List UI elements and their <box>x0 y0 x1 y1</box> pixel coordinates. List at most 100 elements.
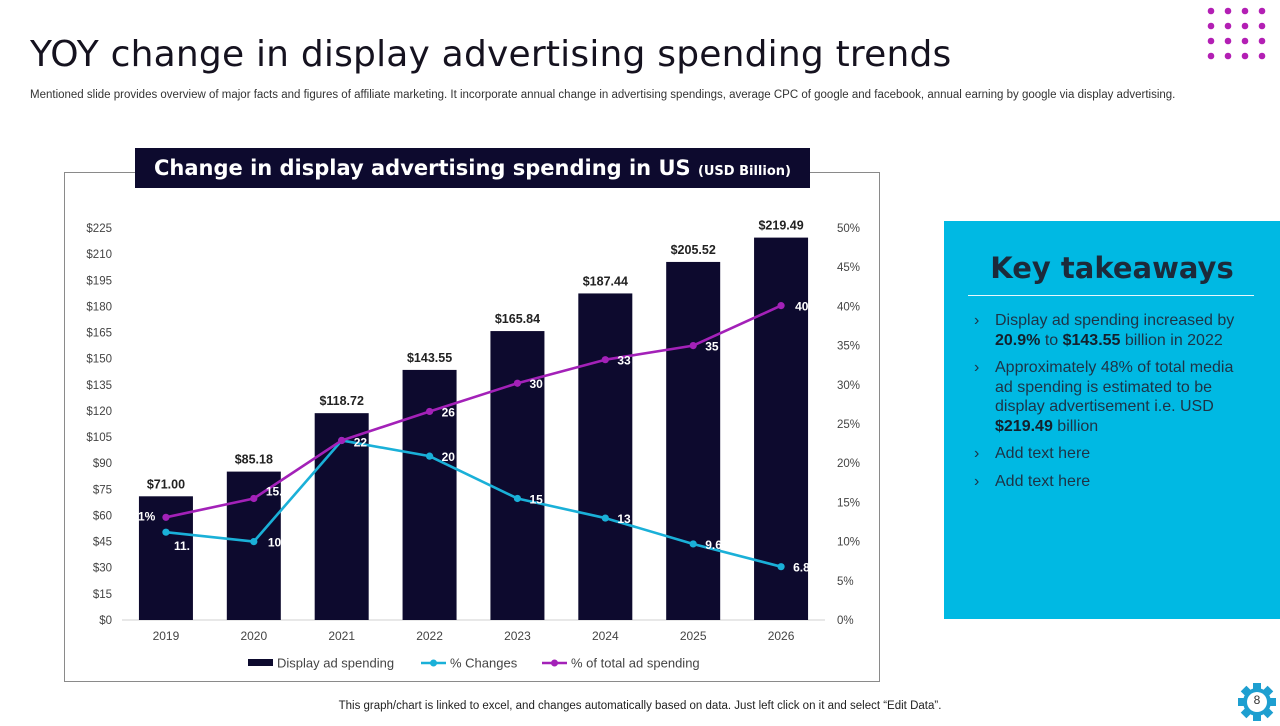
y2-tick-label: 10% <box>837 537 860 549</box>
decorative-dot <box>1241 22 1249 30</box>
legend-marker <box>551 659 558 667</box>
x-tick-label: 2023 <box>504 629 531 643</box>
slide-footer-note: This graph/chart is linked to excel, and… <box>338 700 942 712</box>
chart-title-text: Change in display advertising spending i… <box>154 156 691 180</box>
y-tick-label: $225 <box>86 223 112 235</box>
x-tick-label: 2022 <box>416 629 443 643</box>
line-data-label: 40 <box>795 300 809 314</box>
series-line[interactable] <box>165 439 782 568</box>
y2-tick-label: 50% <box>837 223 860 235</box>
decorative-dot <box>1207 7 1215 15</box>
y-tick-label: $150 <box>86 354 112 366</box>
y-tick-label: $30 <box>93 563 112 575</box>
line-data-label: 10 <box>268 536 282 550</box>
y-tick-label: $135 <box>86 380 112 392</box>
decorative-dot <box>1258 52 1266 60</box>
x-tick-label: 2026 <box>768 629 795 643</box>
legend-marker <box>430 659 437 667</box>
bar-data-label: $165.84 <box>495 312 540 326</box>
chevron-right-icon: › <box>974 445 980 462</box>
legend-label: % Changes <box>450 656 518 671</box>
line-point <box>425 407 434 416</box>
takeaway-text: to <box>1040 331 1063 349</box>
bar[interactable] <box>666 261 721 620</box>
bar[interactable] <box>578 293 633 620</box>
bar[interactable] <box>314 413 369 620</box>
line-data-label: 26 <box>442 405 456 419</box>
y2-tick-label: 35% <box>837 341 860 353</box>
takeaway-highlight: $143.55 <box>1062 331 1121 349</box>
y2-tick-label: 40% <box>837 301 860 313</box>
y-tick-label: $195 <box>86 275 112 287</box>
y-tick-label: $210 <box>86 249 112 261</box>
line-data-label: 11. <box>174 539 190 553</box>
y-tick-label: $0 <box>99 615 112 627</box>
takeaway-text: Display ad spending increased by <box>995 312 1235 329</box>
x-tick-label: 2021 <box>328 629 355 643</box>
chart-title: Change in display advertising spending i… <box>135 148 810 188</box>
y-tick-label: $15 <box>93 589 112 601</box>
bar-data-label: $71.00 <box>147 477 185 491</box>
y-tick-label: $165 <box>86 328 112 340</box>
line-data-label: 15 <box>529 492 543 506</box>
line-data-label: 6.8 <box>793 561 810 575</box>
y-tick-label: $105 <box>86 432 112 444</box>
bar[interactable] <box>490 331 545 620</box>
y2-tick-label: 0% <box>837 615 854 627</box>
line-point <box>162 513 170 521</box>
line-data-label: 22 <box>354 435 368 449</box>
spending-chart[interactable]: $0 $15 $30 $45 $60 $75 $90 $105 $120 $135 $150 $165… <box>65 173 881 683</box>
line-point <box>513 379 522 387</box>
decorative-dot <box>1207 52 1215 60</box>
y-tick-label: $120 <box>86 406 112 418</box>
line-data-label: 13 <box>617 512 631 526</box>
chart-frame: $0 $15 $30 $45 $60 $75 $90 $105 $120 $135 $150 $165… <box>64 172 880 682</box>
gear-icon <box>1238 683 1276 721</box>
line-point <box>777 563 785 571</box>
line-point <box>689 540 697 548</box>
decorative-dots-icon <box>1207 7 1266 60</box>
series-line[interactable] <box>165 304 782 519</box>
decorative-dot <box>1207 22 1215 30</box>
line-data-label: 9.6 <box>705 538 722 552</box>
slide-subtitle: Mentioned slide provides overview of maj… <box>30 89 1176 101</box>
page-number: 8 <box>1253 693 1261 707</box>
line-point <box>601 514 609 522</box>
takeaways-list: › Display ad spending increased by 20.9% … <box>974 311 1244 499</box>
bar[interactable] <box>754 237 809 620</box>
chevron-right-icon: › <box>974 472 980 490</box>
y2-tick-label: 30% <box>837 380 860 392</box>
takeaway-item: › Approximately 48% of total media ad spe… <box>974 358 1244 436</box>
legend-label: % of total ad spending <box>571 656 700 671</box>
decorative-dot <box>1241 52 1249 60</box>
key-takeaways-heading: Key takeaways <box>990 251 1234 285</box>
line-point <box>162 528 170 536</box>
line-point <box>601 356 609 364</box>
line-point <box>338 436 346 445</box>
y2-tick-label: 25% <box>837 419 860 431</box>
bar-data-label: $187.44 <box>583 274 628 288</box>
bar-data-label: $85.18 <box>235 453 273 467</box>
decorative-dot <box>1224 37 1232 45</box>
line-data-label: 1% <box>138 509 156 523</box>
takeaway-text: Add text here <box>995 445 1091 462</box>
decorative-dot <box>1224 52 1232 60</box>
bar-data-label: $118.72 <box>319 394 364 408</box>
line-point <box>250 494 258 503</box>
line-point <box>513 494 522 503</box>
line-point <box>425 452 434 460</box>
x-tick-label: 2019 <box>153 629 180 643</box>
takeaway-item: › Add text here <box>974 472 1244 492</box>
x-tick-label: 2024 <box>592 629 619 643</box>
line-data-label: 33 <box>617 354 631 368</box>
page-number-badge: 8 <box>1238 683 1276 721</box>
takeaway-item: › Display ad spending increased by 20.9% … <box>974 311 1244 350</box>
key-takeaways-panel: Key takeaways › Display ad spending incre… <box>944 221 1280 619</box>
chevron-right-icon: › <box>974 359 980 376</box>
takeaway-text: Approximately 48% of total media ad spen… <box>995 359 1234 415</box>
takeaways-divider <box>968 295 1254 296</box>
bar-data-label: $143.55 <box>407 351 452 365</box>
decorative-dot <box>1241 7 1249 15</box>
y2-tick-label: 15% <box>837 497 860 509</box>
line-point <box>250 538 258 546</box>
